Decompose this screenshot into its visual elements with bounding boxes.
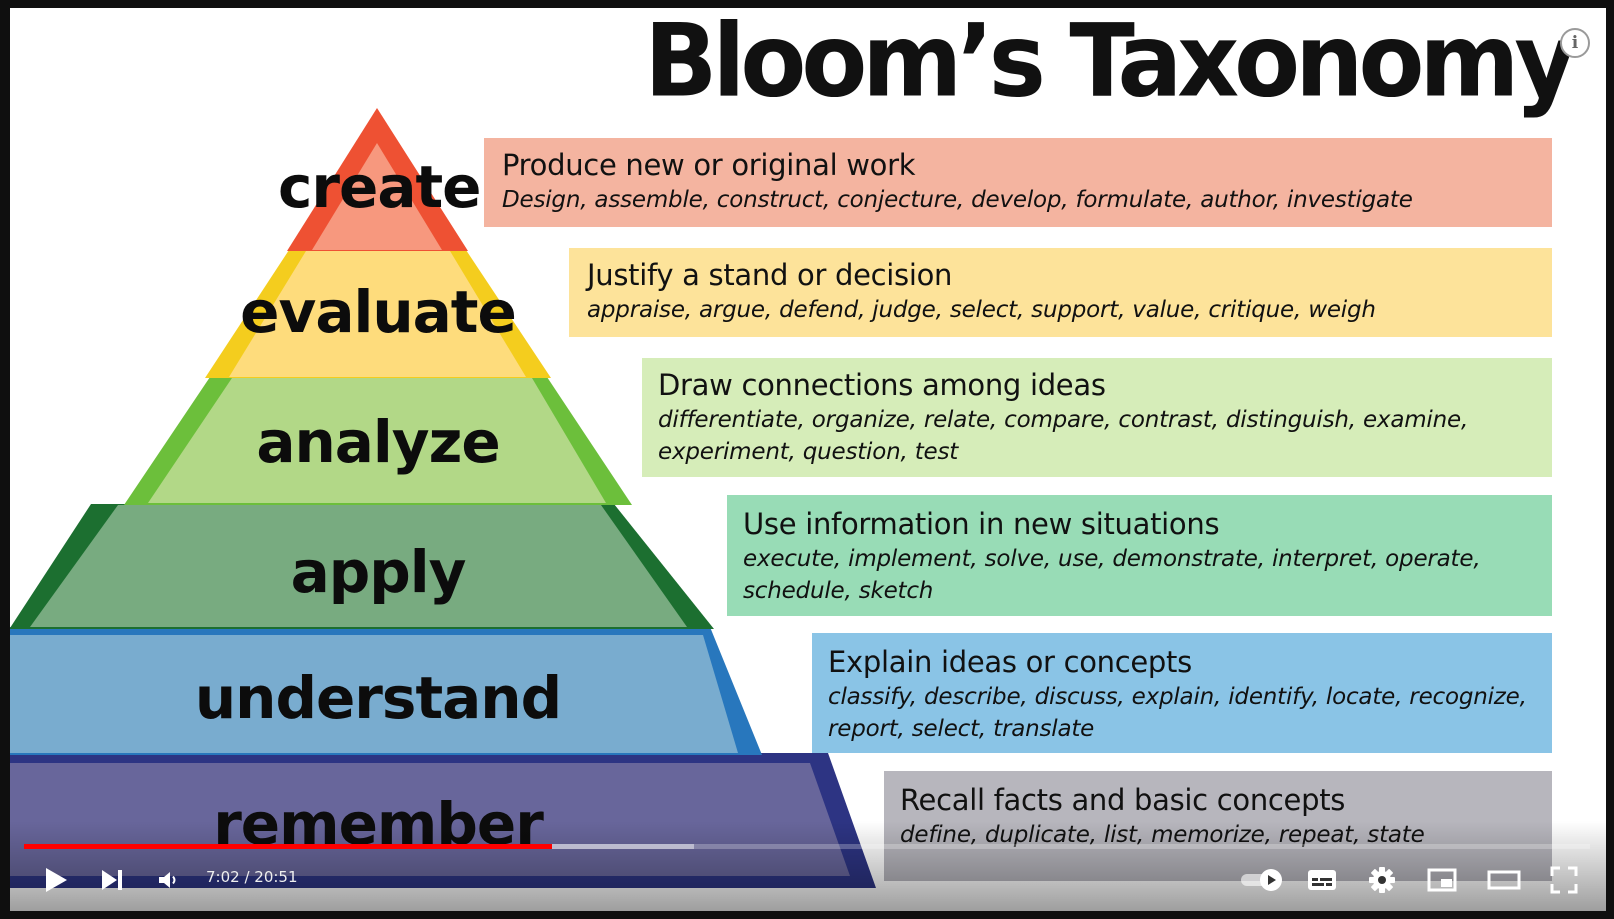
settings-button[interactable] [1358, 858, 1406, 902]
band-apply-verbs: execute, implement, solve, use, demonstr… [743, 546, 1481, 604]
autoplay-toggle-icon [1241, 869, 1282, 891]
band-analyze-heading: Draw connections among ideas [658, 368, 1106, 402]
fullscreen-icon [1550, 866, 1578, 894]
band-understand-verbs: classify, describe, discuss, explain, id… [828, 684, 1527, 742]
play-button[interactable] [34, 858, 78, 902]
band-remember-verbs: define, duplicate, list, memorize, repea… [900, 819, 1536, 851]
theater-mode-icon [1487, 870, 1521, 890]
play-icon [46, 868, 67, 892]
subtitles-button[interactable] [1298, 858, 1346, 902]
band-remember: Recall facts and basic concepts define, … [884, 771, 1552, 881]
band-evaluate-heading: Justify a stand or decision [587, 258, 953, 292]
band-analyze-verbs: differentiate, organize, relate, compare… [658, 407, 1469, 465]
settings-icon [1369, 867, 1395, 893]
band-evaluate-verbs: appraise, argue, defend, judge, select, … [587, 297, 1376, 323]
band-create: Produce new or original work Design, ass… [484, 138, 1552, 227]
band-evaluate: Justify a stand or decision appraise, ar… [569, 248, 1552, 337]
band-create-verbs: Design, assemble, construct, conjecture,… [502, 187, 1413, 213]
controls-gradient [10, 821, 1606, 911]
level-analyze: analyze [256, 408, 500, 476]
band-analyze: Draw connections among ideas differentia… [642, 358, 1552, 477]
progress-played [24, 844, 552, 849]
next-button[interactable] [90, 858, 134, 902]
video-frame[interactable]: Bloom’s Taxonomy i create evaluate analy… [10, 8, 1606, 911]
subtitles-icon [1308, 870, 1336, 890]
level-evaluate: evaluate [240, 278, 517, 346]
band-understand-heading: Explain ideas or concepts [828, 645, 1192, 679]
miniplayer-icon [1427, 868, 1457, 892]
level-understand: understand [194, 664, 562, 732]
band-create-heading: Produce new or original work [502, 148, 916, 182]
volume-icon [159, 872, 176, 888]
info-icon[interactable]: i [1560, 28, 1590, 58]
fullscreen-button[interactable] [1540, 858, 1588, 902]
band-remember-heading: Recall facts and basic concepts [900, 783, 1346, 817]
slide-title: Bloom’s Taxonomy [644, 8, 1577, 120]
theater-mode-button[interactable] [1478, 858, 1530, 902]
next-icon [102, 870, 122, 890]
pyramid [10, 108, 876, 888]
band-apply-heading: Use information in new situations [743, 507, 1220, 541]
progress-bar[interactable] [24, 844, 1590, 849]
band-apply: Use information in new situations execut… [727, 495, 1552, 616]
autoplay-toggle[interactable] [1236, 858, 1288, 902]
band-understand: Explain ideas or concepts classify, desc… [812, 633, 1552, 753]
level-apply: apply [290, 538, 467, 606]
miniplayer-button[interactable] [1418, 858, 1466, 902]
time-display: 7:02 / 20:51 [206, 868, 298, 886]
mute-button[interactable] [146, 858, 190, 902]
control-bar [0, 858, 1614, 902]
level-create: create [278, 153, 482, 221]
